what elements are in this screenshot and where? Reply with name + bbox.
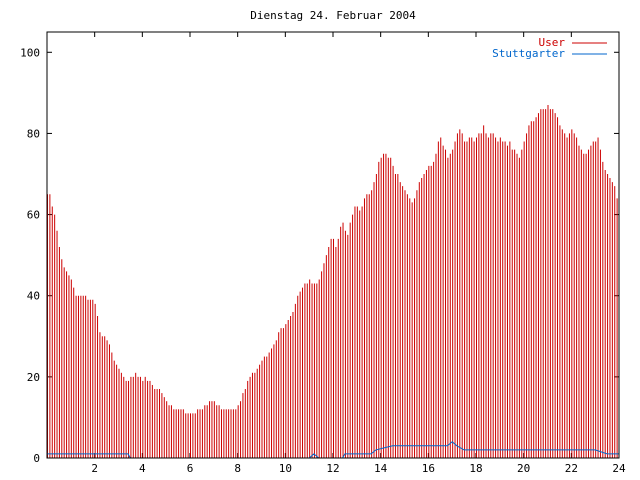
y-tick-label: 100 <box>20 46 40 59</box>
y-tick-label: 40 <box>27 290 40 303</box>
x-tick-label: 22 <box>565 462 578 475</box>
x-tick-label: 16 <box>422 462 435 475</box>
legend-label-stuttgarter: Stuttgarter <box>492 47 565 60</box>
x-tick-label: 10 <box>279 462 292 475</box>
stuttgarter-series <box>47 441 619 459</box>
stuttgarter-line <box>47 441 619 459</box>
x-tick-label: 20 <box>517 462 530 475</box>
x-tick-label: 2 <box>91 462 98 475</box>
x-tick-label: 14 <box>374 462 388 475</box>
legend-label-user: User <box>539 36 566 49</box>
x-tick-label: 24 <box>612 462 626 475</box>
x-tick-label: 6 <box>187 462 194 475</box>
y-tick-label: 0 <box>33 452 40 465</box>
x-tick-label: 18 <box>469 462 482 475</box>
user-series <box>47 105 618 458</box>
x-tick-label: 12 <box>326 462 339 475</box>
legend: User Stuttgarter <box>492 36 607 60</box>
plot-frame <box>46 31 620 459</box>
y-tick-label: 20 <box>27 371 40 384</box>
chart-title: Dienstag 24. Februar 2004 <box>250 9 416 22</box>
y-tick-label: 80 <box>27 127 40 140</box>
x-tick-label: 8 <box>234 462 241 475</box>
x-tick-label: 4 <box>139 462 146 475</box>
y-tick-label: 60 <box>27 209 40 222</box>
